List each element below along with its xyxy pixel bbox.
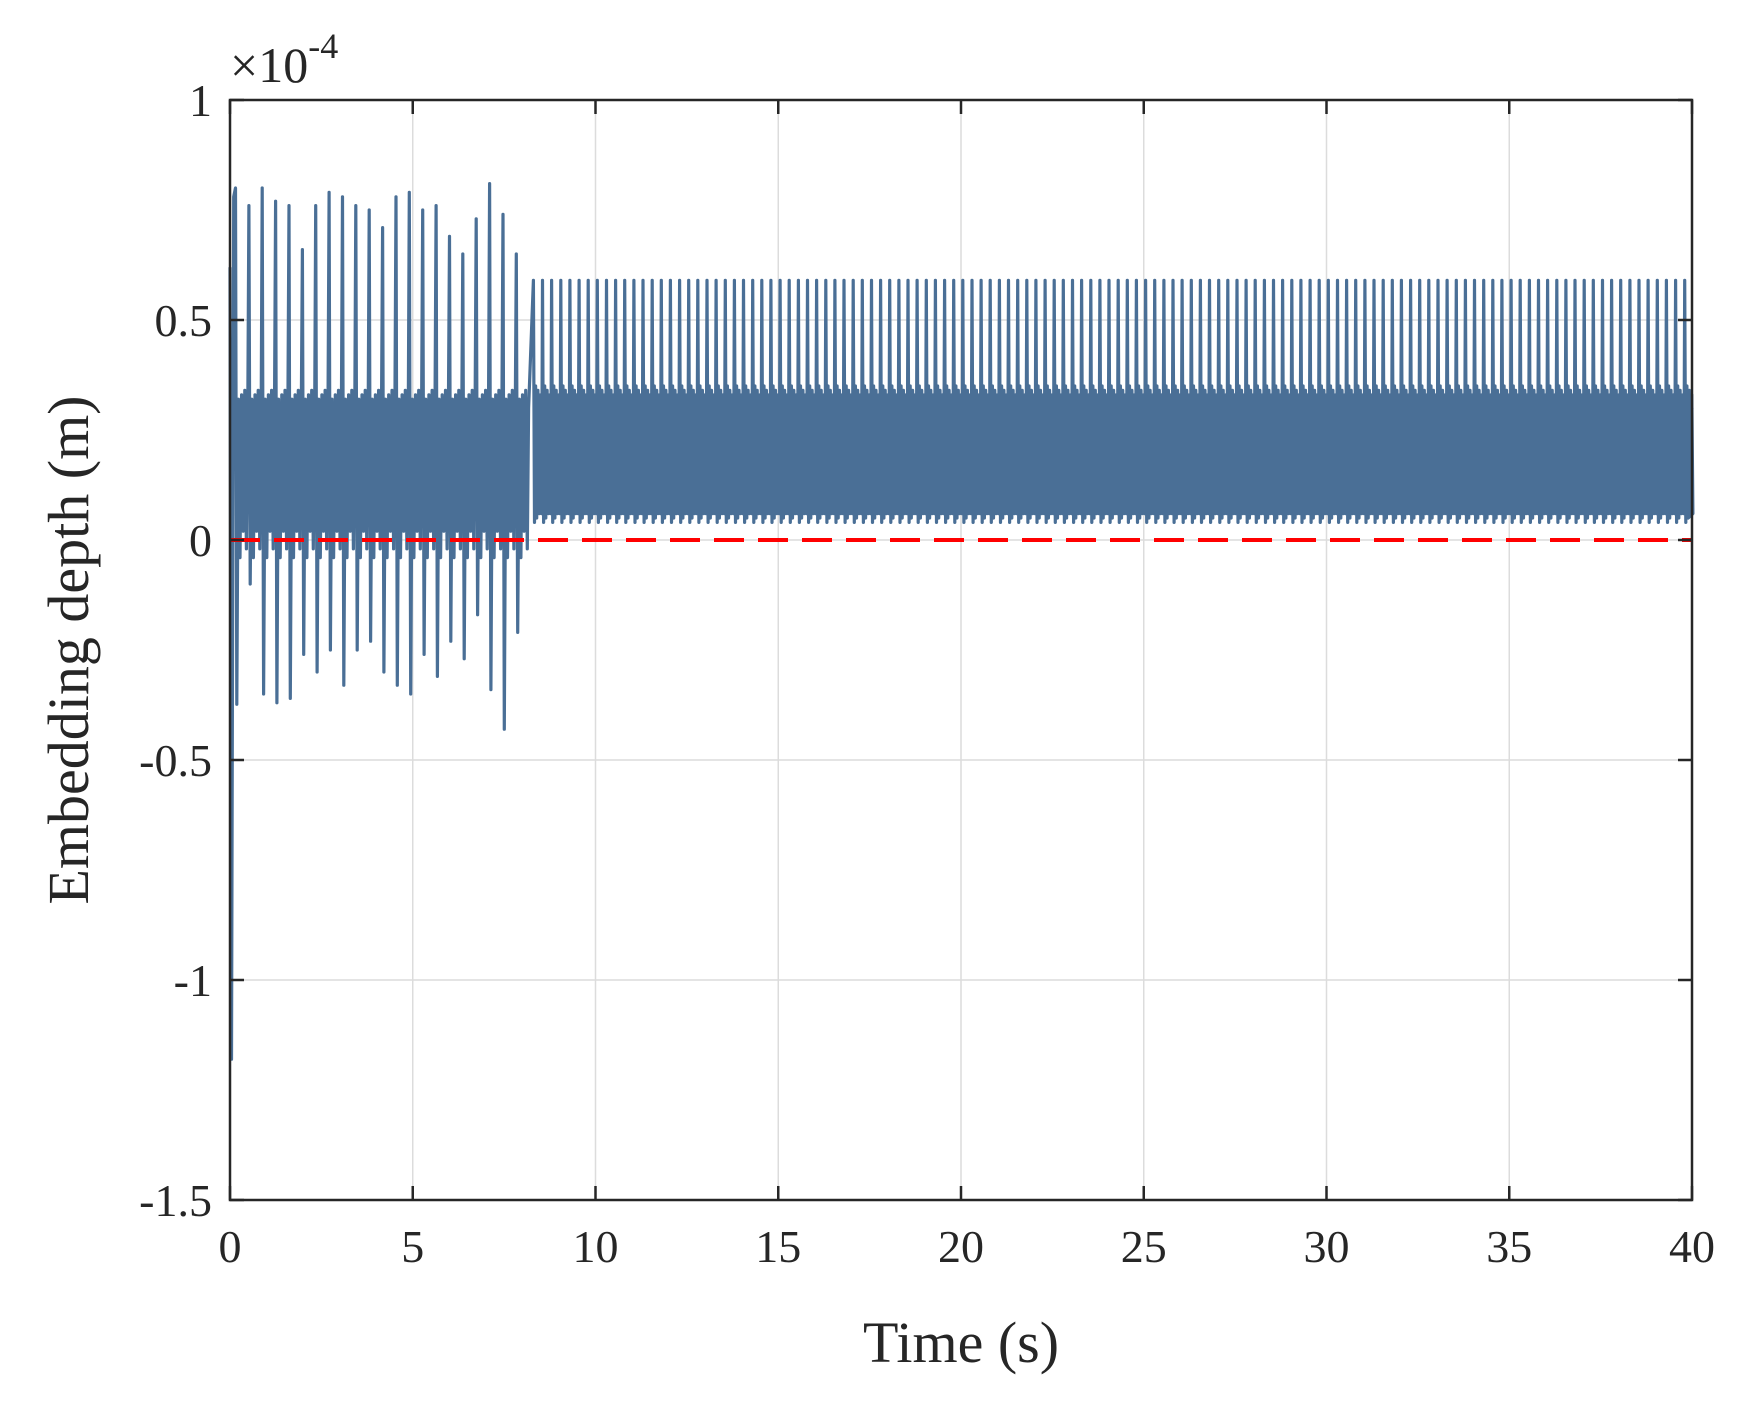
y-tick-label: 1 bbox=[189, 75, 212, 126]
x-tick-labels: 0 5 10 15 20 25 30 35 40 bbox=[219, 1221, 1716, 1272]
x-tick-label: 10 bbox=[573, 1221, 619, 1272]
x-tick-label: 20 bbox=[938, 1221, 984, 1272]
y-tick-label: -1.5 bbox=[139, 1175, 212, 1226]
x-tick-label: 15 bbox=[755, 1221, 801, 1272]
x-tick-label: 35 bbox=[1486, 1221, 1532, 1272]
y-tick-label: -1 bbox=[174, 955, 212, 1006]
x-tick-label: 40 bbox=[1669, 1221, 1715, 1272]
y-multiplier: ×10-4 bbox=[230, 26, 338, 93]
x-tick-label: 0 bbox=[219, 1221, 242, 1272]
embedding-depth-line bbox=[228, 182, 1695, 1061]
y-tick-label: 0 bbox=[189, 515, 212, 566]
axis-ticks bbox=[228, 98, 1694, 1202]
y-axis-title: Embedding depth (m) bbox=[36, 395, 101, 904]
y-multiplier-base: ×10 bbox=[230, 37, 308, 93]
y-tick-labels: 1 0.5 0 -0.5 -1 -1.5 bbox=[139, 75, 212, 1226]
x-tick-label: 25 bbox=[1121, 1221, 1167, 1272]
y-multiplier-exponent: -4 bbox=[308, 26, 338, 66]
y-tick-label: 0.5 bbox=[155, 295, 213, 346]
x-tick-label: 30 bbox=[1304, 1221, 1350, 1272]
x-axis-title: Time (s) bbox=[863, 1310, 1059, 1375]
x-tick-label: 5 bbox=[401, 1221, 424, 1272]
y-tick-label: -0.5 bbox=[139, 735, 212, 786]
embedding-depth-series bbox=[228, 182, 1695, 1061]
